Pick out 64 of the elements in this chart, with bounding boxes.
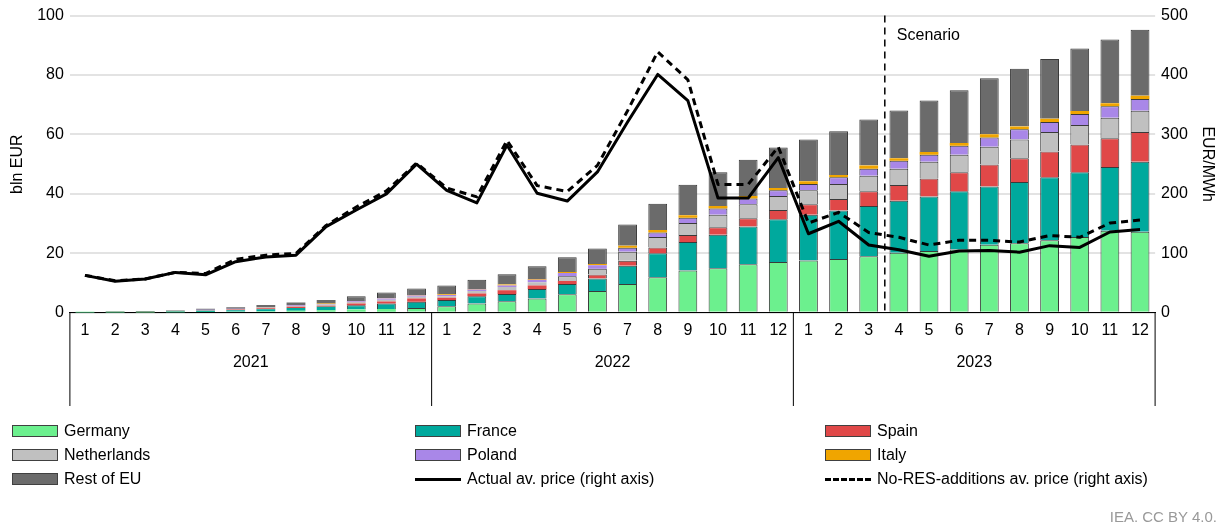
x-tick-label: 9: [683, 320, 693, 338]
y2-tick-label: 500: [1161, 6, 1188, 24]
x-tick-label: 5: [201, 320, 211, 338]
y-tick-label: 40: [46, 184, 64, 202]
x-tick-label: 3: [140, 320, 150, 338]
y2-tick-label: 200: [1161, 184, 1188, 202]
x-tick-label: 9: [1045, 320, 1055, 338]
legend-label: France: [467, 422, 517, 440]
y-axis-title: bln EUR: [8, 134, 26, 194]
x-tick-label: 6: [592, 320, 602, 338]
text: 2023: [956, 353, 993, 371]
x-tick-label: 5: [924, 320, 934, 338]
x-tick-label: 4: [532, 320, 542, 338]
x-tick-label: 3: [502, 320, 512, 338]
x-tick-label: 10: [709, 320, 728, 338]
x-tick-label: 11: [1101, 320, 1119, 338]
y-tick-label: 0: [54, 303, 64, 321]
x-tick-label: 10: [347, 320, 366, 338]
y-tick-label: 20: [46, 243, 64, 261]
legend-label: Rest of EU: [64, 470, 142, 488]
x-tick-label: 11: [378, 320, 395, 338]
x-tick-label: 4: [894, 320, 904, 338]
y2-axis-title: EUR/MWh: [1199, 126, 1217, 202]
text: 2021: [232, 353, 269, 371]
y2-tick-label: 100: [1161, 243, 1188, 261]
y-tick-label: 80: [46, 65, 64, 83]
x-tick-label: 11: [739, 320, 757, 338]
x-tick-label: 5: [562, 320, 572, 338]
x-tick-label: 10: [1070, 320, 1089, 338]
legend-label: Poland: [467, 446, 517, 464]
x-tick-label: 8: [1015, 320, 1024, 338]
y2-tick-label: 300: [1161, 124, 1188, 142]
legend-label: Spain: [877, 422, 918, 440]
legend-label: Italy: [877, 446, 907, 464]
x-tick-label: 7: [623, 320, 633, 338]
legend-label: Germany: [64, 422, 130, 440]
ref-line-label: Scenario: [896, 26, 961, 44]
legend-label: Netherlands: [64, 446, 151, 464]
y-tick-label: 60: [46, 124, 64, 142]
x-tick-label: 12: [769, 320, 788, 338]
x-tick-label: 8: [291, 320, 301, 338]
y-tick-label: 100: [37, 6, 64, 24]
x-tick-label: 2: [110, 320, 120, 338]
y2-tick-label: 0: [1161, 303, 1171, 321]
x-tick-label: 12: [407, 320, 426, 338]
x-tick-label: 1: [803, 320, 813, 338]
x-tick-label: 6: [954, 320, 964, 338]
y2-tick-label: 400: [1161, 65, 1188, 83]
x-tick-label: 2: [472, 320, 482, 338]
x-tick-label: 12: [1131, 320, 1150, 338]
x-tick-label: 9: [321, 320, 331, 338]
text: 2022: [594, 353, 631, 371]
legend-label: Actual av. price (right axis): [467, 470, 655, 488]
x-tick-label: 1: [442, 320, 452, 338]
x-tick-label: 7: [984, 320, 994, 338]
x-tick-label: 1: [80, 320, 90, 338]
x-tick-label: 2: [834, 320, 844, 338]
x-tick-label: 3: [864, 320, 874, 338]
legend-label: No-RES-additions av. price (right axis): [877, 470, 1148, 488]
x-tick-label: 8: [653, 320, 663, 338]
x-tick-label: 4: [170, 320, 180, 338]
text: IEA. CC BY 4.0.: [1109, 508, 1217, 525]
x-tick-label: 7: [261, 320, 271, 338]
x-tick-label: 6: [231, 320, 241, 338]
